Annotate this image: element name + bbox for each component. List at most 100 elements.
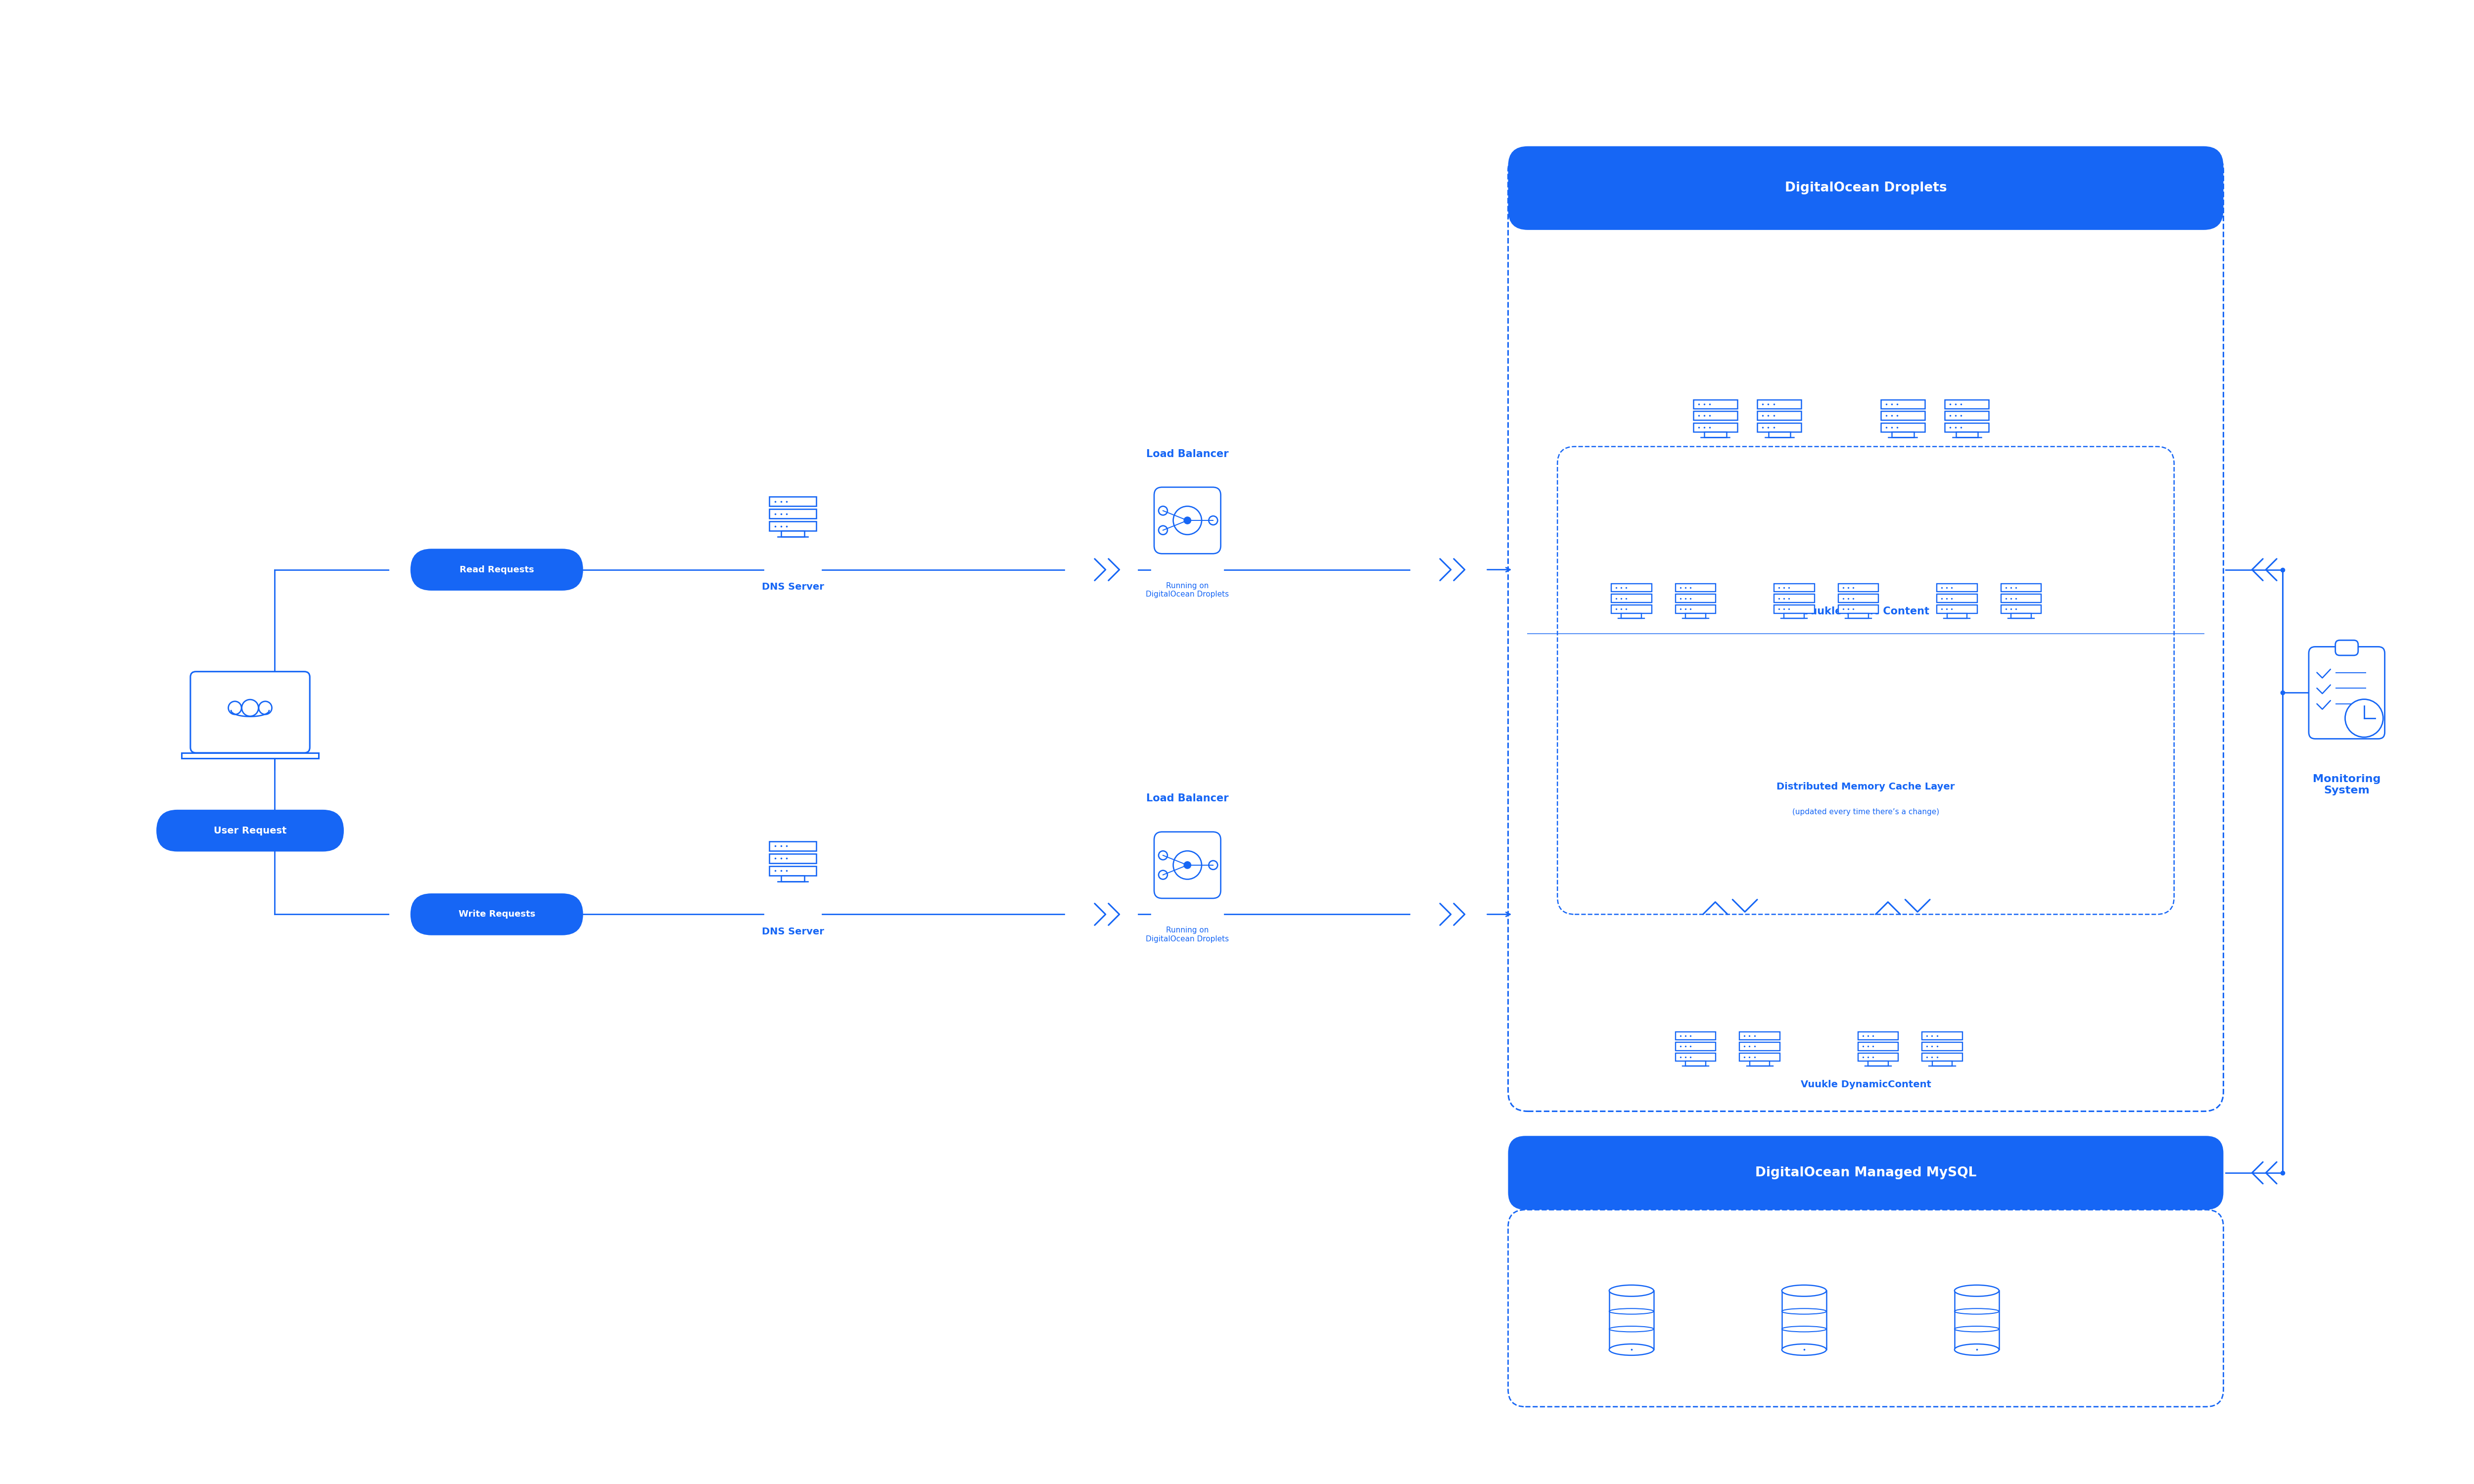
Text: DNS Server: DNS Server [762, 928, 824, 936]
Bar [1608, 1291, 1653, 1349]
Text: Load Balancer: Load Balancer [1145, 794, 1230, 803]
Bar [1611, 605, 1653, 613]
Text: (updated every time there’s a change): (updated every time there’s a change) [1791, 809, 1940, 816]
Text: Vuukle Static Content: Vuukle Static Content [1801, 607, 1930, 616]
Text: DigitalOcean Droplets: DigitalOcean Droplets [1784, 181, 1947, 194]
Ellipse shape [1781, 1345, 1826, 1355]
Bar [1781, 1291, 1826, 1349]
Bar [2011, 613, 2031, 619]
Bar [1739, 1042, 1779, 1051]
Ellipse shape [1954, 1285, 1999, 1297]
FancyBboxPatch shape [411, 549, 584, 591]
Bar [1838, 583, 1878, 592]
Ellipse shape [1954, 1345, 1999, 1355]
Bar [1685, 1061, 1705, 1066]
Bar [1957, 432, 1977, 438]
Bar [1749, 1061, 1769, 1066]
Bar [1675, 1031, 1717, 1040]
Bar [769, 867, 816, 876]
Bar [1947, 613, 1967, 619]
Bar [1675, 594, 1717, 603]
Bar [1675, 1054, 1717, 1061]
Bar [1692, 423, 1737, 432]
Bar [1858, 1042, 1898, 1051]
Text: User Request: User Request [213, 827, 287, 835]
Text: Load Balancer: Load Balancer [1145, 450, 1230, 459]
Bar [1685, 613, 1705, 619]
Bar [2001, 583, 2041, 592]
Bar [1774, 605, 1813, 613]
FancyBboxPatch shape [1155, 487, 1220, 554]
Bar [1705, 432, 1727, 438]
Bar [1868, 1061, 1888, 1066]
Bar [1611, 594, 1653, 603]
Bar [1922, 1054, 1962, 1061]
Bar [1675, 605, 1717, 613]
Bar [1954, 1291, 1999, 1349]
Text: DigitalOcean Managed MySQL: DigitalOcean Managed MySQL [1754, 1166, 1977, 1180]
Bar [1784, 613, 1804, 619]
Bar [1774, 583, 1813, 592]
Text: Running on
DigitalOcean Droplets: Running on DigitalOcean Droplets [1145, 582, 1230, 598]
Bar [1880, 423, 1925, 432]
Bar [769, 853, 816, 864]
Bar [1692, 411, 1737, 420]
FancyBboxPatch shape [2335, 640, 2358, 656]
Bar [769, 497, 816, 506]
Bar [181, 752, 319, 758]
Bar [1675, 1042, 1717, 1051]
Bar [1620, 613, 1643, 619]
Bar [1848, 613, 1868, 619]
Text: Distributed Memory Cache Layer: Distributed Memory Cache Layer [1776, 782, 1954, 791]
Circle shape [1185, 516, 1190, 524]
FancyBboxPatch shape [1509, 147, 2224, 230]
Bar [769, 841, 816, 850]
FancyBboxPatch shape [2308, 647, 2385, 739]
Bar [1757, 423, 1801, 432]
Text: DNS Server: DNS Server [762, 582, 824, 592]
Circle shape [2345, 699, 2382, 738]
FancyBboxPatch shape [156, 810, 344, 852]
Ellipse shape [1608, 1285, 1653, 1297]
Bar [1769, 432, 1791, 438]
Bar [2001, 594, 2041, 603]
Bar [1675, 583, 1717, 592]
Bar [769, 521, 816, 531]
Bar [1838, 594, 1878, 603]
Bar [1739, 1031, 1779, 1040]
Text: Read Requests: Read Requests [460, 565, 534, 574]
Text: Monitoring
System: Monitoring System [2313, 775, 2380, 795]
Text: Vuukle DynamicContent: Vuukle DynamicContent [1801, 1080, 1932, 1089]
Bar [1945, 423, 1989, 432]
Bar [1937, 583, 1977, 592]
Bar [1774, 594, 1813, 603]
Bar [1739, 1054, 1779, 1061]
Bar [1880, 411, 1925, 420]
Bar [1757, 399, 1801, 408]
Bar [1858, 1031, 1898, 1040]
Bar [2001, 605, 2041, 613]
Bar [1945, 399, 1989, 408]
Bar [1922, 1031, 1962, 1040]
Bar [1937, 594, 1977, 603]
Bar [1611, 583, 1653, 592]
Text: Write Requests: Write Requests [458, 910, 534, 919]
Bar [1692, 399, 1737, 408]
Ellipse shape [1781, 1285, 1826, 1297]
Circle shape [1185, 862, 1190, 868]
Bar [1922, 1042, 1962, 1051]
Bar [1893, 432, 1915, 438]
Ellipse shape [1608, 1345, 1653, 1355]
Bar [1937, 605, 1977, 613]
Bar [1757, 411, 1801, 420]
FancyBboxPatch shape [411, 893, 584, 935]
FancyBboxPatch shape [1155, 833, 1220, 898]
Text: Running on
DigitalOcean Droplets: Running on DigitalOcean Droplets [1145, 926, 1230, 942]
Bar [1945, 411, 1989, 420]
FancyBboxPatch shape [190, 672, 309, 752]
Bar [782, 531, 804, 537]
Bar [1858, 1054, 1898, 1061]
Bar [1932, 1061, 1952, 1066]
Bar [1838, 605, 1878, 613]
Bar [1880, 399, 1925, 408]
